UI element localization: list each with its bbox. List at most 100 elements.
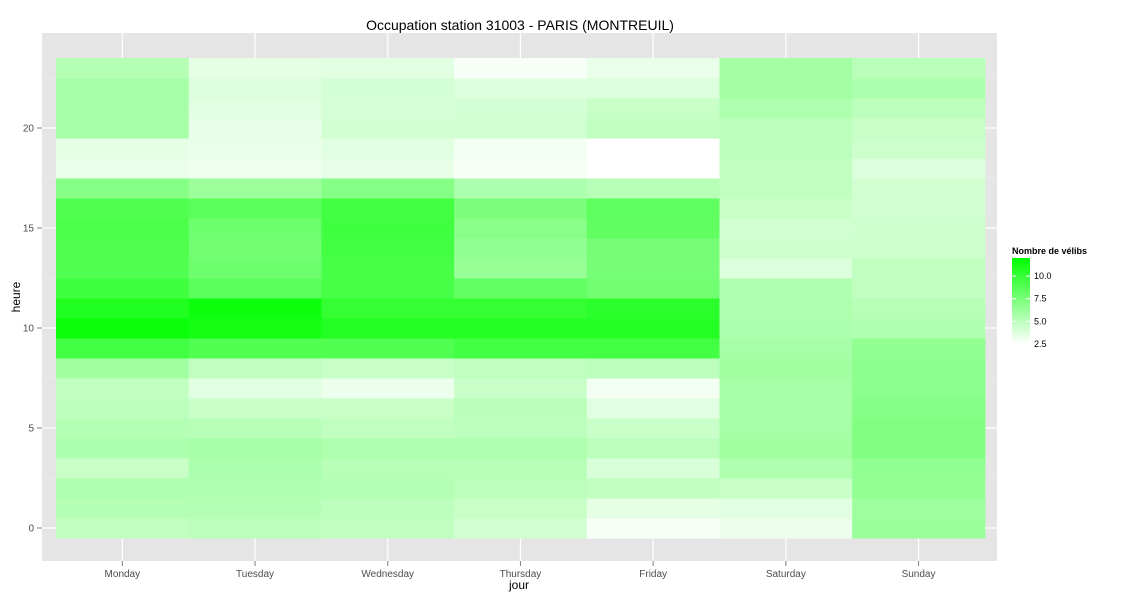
heatmap-cell bbox=[56, 398, 190, 419]
heatmap-cell bbox=[586, 78, 720, 99]
heatmap-cell bbox=[852, 198, 986, 219]
heatmap-cell bbox=[852, 118, 986, 139]
heatmap-cell bbox=[188, 318, 322, 339]
heatmap-cell bbox=[719, 258, 853, 279]
heatmap-cell bbox=[454, 238, 588, 259]
heatmap-cell bbox=[56, 378, 190, 399]
heatmap-cell bbox=[852, 358, 986, 379]
heatmap-cell bbox=[852, 518, 986, 539]
heatmap-cell bbox=[852, 298, 986, 319]
heatmap-cell bbox=[586, 438, 720, 459]
legend-tick-label: 5.0 bbox=[1034, 316, 1047, 326]
heatmap-cell bbox=[188, 58, 322, 79]
x-tick-label: Monday bbox=[105, 569, 141, 580]
x-tick-label: Friday bbox=[639, 569, 667, 580]
heatmap-cell bbox=[586, 218, 720, 239]
heatmap-cell bbox=[56, 258, 190, 279]
heatmap-cell bbox=[56, 238, 190, 259]
heatmap-cell bbox=[586, 418, 720, 439]
y-tick-label: 10 bbox=[23, 324, 35, 335]
heatmap-cell bbox=[852, 498, 986, 519]
heatmap-cell bbox=[321, 358, 455, 379]
heatmap-cell bbox=[56, 498, 190, 519]
y-axis-title: heure bbox=[9, 281, 23, 312]
heatmap-cell bbox=[454, 338, 588, 359]
heatmap-cell bbox=[454, 498, 588, 519]
heatmap-cell bbox=[56, 518, 190, 539]
heatmap-cell bbox=[719, 518, 853, 539]
x-axis: Monday Tuesday Wednesday Thursday Friday Satu… bbox=[105, 561, 936, 580]
heatmap-cell bbox=[852, 318, 986, 339]
heatmap-cell bbox=[188, 478, 322, 499]
heatmap-cell bbox=[321, 78, 455, 99]
heatmap-cell bbox=[188, 338, 322, 359]
heatmap-cell bbox=[188, 518, 322, 539]
heatmap-cell bbox=[56, 358, 190, 379]
heatmap-cell bbox=[852, 238, 986, 259]
heatmap-cell bbox=[719, 78, 853, 99]
heatmap-cell bbox=[586, 138, 720, 159]
heatmap-cell bbox=[56, 218, 190, 239]
heatmap-cell bbox=[321, 338, 455, 359]
heatmap-cell bbox=[586, 378, 720, 399]
heatmap-cell bbox=[188, 78, 322, 99]
heatmap-cell bbox=[719, 358, 853, 379]
heatmap-cell bbox=[719, 458, 853, 479]
heatmap-cell bbox=[454, 118, 588, 139]
heatmap-cell bbox=[454, 298, 588, 319]
heatmap-cell bbox=[852, 278, 986, 299]
heatmap-cell bbox=[321, 258, 455, 279]
legend-tick-label: 2.5 bbox=[1034, 339, 1047, 349]
x-axis-title: jour bbox=[508, 578, 529, 592]
heatmap-cell bbox=[321, 58, 455, 79]
heatmap-cell bbox=[56, 338, 190, 359]
heatmap-cell bbox=[56, 298, 190, 319]
heatmap-cell bbox=[321, 418, 455, 439]
heatmap-cell bbox=[454, 178, 588, 199]
heatmap-cell bbox=[188, 418, 322, 439]
heatmap-cell bbox=[586, 298, 720, 319]
heatmap-cell bbox=[719, 418, 853, 439]
heatmap-cell bbox=[852, 418, 986, 439]
heatmap-cell bbox=[321, 98, 455, 119]
legend-tick-label: 10.0 bbox=[1034, 271, 1052, 281]
heatmap-cell bbox=[454, 278, 588, 299]
heatmap-cells bbox=[56, 58, 986, 539]
heatmap-cell bbox=[454, 418, 588, 439]
heatmap-cell bbox=[586, 518, 720, 539]
heatmap-cell bbox=[454, 318, 588, 339]
heatmap-cell bbox=[586, 358, 720, 379]
heatmap-cell bbox=[852, 138, 986, 159]
x-tick-label: Sunday bbox=[902, 569, 936, 580]
heatmap-cell bbox=[719, 118, 853, 139]
heatmap-cell bbox=[454, 98, 588, 119]
heatmap-cell bbox=[852, 98, 986, 119]
heatmap-cell bbox=[56, 138, 190, 159]
y-tick-label: 0 bbox=[28, 524, 34, 535]
heatmap-cell bbox=[852, 378, 986, 399]
heatmap-cell bbox=[56, 438, 190, 459]
heatmap-cell bbox=[454, 358, 588, 379]
heatmap-cell bbox=[454, 478, 588, 499]
heatmap-cell bbox=[719, 198, 853, 219]
heatmap-cell bbox=[719, 238, 853, 259]
heatmap-cell bbox=[586, 398, 720, 419]
heatmap-cell bbox=[321, 518, 455, 539]
heatmap-cell bbox=[586, 158, 720, 179]
heatmap-cell bbox=[321, 178, 455, 199]
heatmap-cell bbox=[852, 458, 986, 479]
y-tick-label: 5 bbox=[28, 424, 34, 435]
heatmap-cell bbox=[188, 198, 322, 219]
heatmap-cell bbox=[852, 58, 986, 79]
heatmap-cell bbox=[586, 318, 720, 339]
heatmap-cell bbox=[188, 398, 322, 419]
heatmap-cell bbox=[321, 278, 455, 299]
heatmap-cell bbox=[56, 318, 190, 339]
heatmap-cell bbox=[454, 58, 588, 79]
heatmap-cell bbox=[454, 138, 588, 159]
heatmap-cell bbox=[321, 138, 455, 159]
heatmap-cell bbox=[454, 378, 588, 399]
heatmap-cell bbox=[56, 98, 190, 119]
heatmap-cell bbox=[586, 498, 720, 519]
